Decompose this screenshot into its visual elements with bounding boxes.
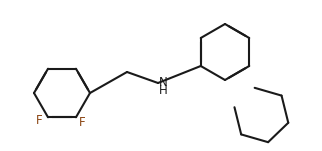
Text: F: F (36, 114, 42, 127)
Text: F: F (79, 116, 85, 129)
Text: N: N (159, 76, 168, 88)
Text: H: H (159, 84, 168, 96)
